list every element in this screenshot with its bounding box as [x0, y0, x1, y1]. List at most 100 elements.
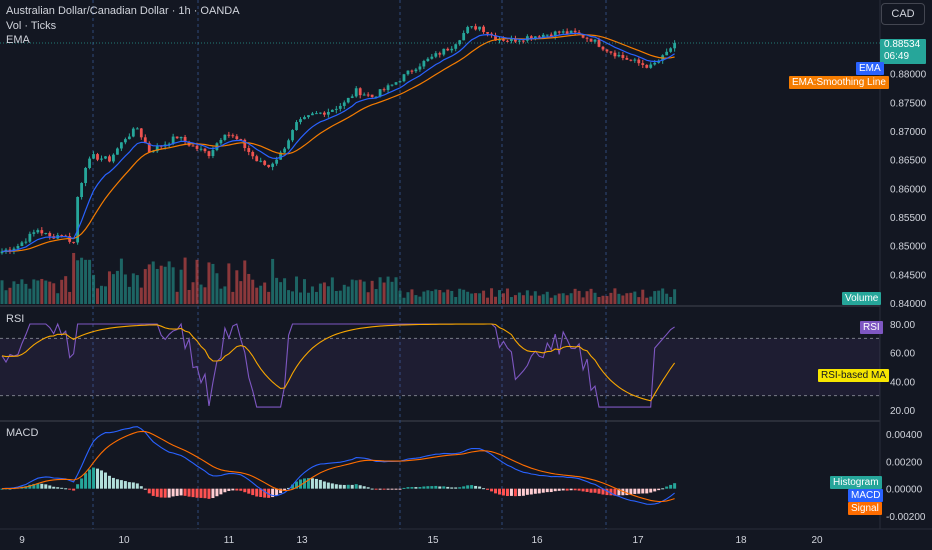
rsi-pane-title[interactable]: RSI [6, 313, 25, 325]
time-axis-label: 18 [735, 535, 747, 546]
candle-body [633, 59, 637, 61]
volume-bar [155, 268, 159, 304]
candle-body [430, 56, 434, 59]
candle-body [279, 152, 282, 160]
macd-histogram-bar [207, 488, 211, 499]
macd-histogram-bar [370, 488, 374, 490]
volume-bar [56, 293, 60, 304]
macd-axis-label: 0.00400 [886, 430, 923, 441]
volume-bar [629, 292, 633, 304]
macd-histogram-bar [32, 483, 36, 489]
candle-body [267, 164, 271, 167]
volume-bar [223, 286, 227, 304]
volume-bar [283, 278, 287, 304]
candle-body [545, 34, 549, 36]
volume-bar [490, 288, 494, 304]
candle-body [573, 30, 577, 33]
volume-bar [430, 291, 434, 304]
macd-histogram-bar [350, 484, 354, 489]
candle-body [32, 232, 36, 234]
volume-bar [557, 293, 561, 304]
volume-bar [291, 291, 295, 304]
volume-bar [4, 290, 8, 304]
volume-bar [263, 282, 267, 304]
macd-histogram-bar [183, 488, 187, 496]
macd-histogram-bar [410, 487, 414, 489]
rsi-band [0, 338, 880, 396]
candle-body [502, 39, 505, 41]
candle-body [219, 139, 223, 144]
volume-bar [426, 290, 430, 304]
candle-body [100, 158, 103, 160]
volume-bar [115, 270, 119, 304]
candle-body [402, 74, 406, 82]
candle-body [597, 39, 601, 47]
volume-bar [498, 290, 501, 304]
macd-histogram-bar [211, 488, 215, 499]
macd-histogram-bar [103, 472, 107, 489]
macd-histogram-bar [223, 488, 227, 493]
macd-histogram-bar [111, 477, 115, 489]
macd-histogram-bar [501, 488, 505, 496]
volume-bar [605, 296, 609, 304]
candle-body [330, 109, 334, 112]
ema-indicator-label[interactable]: EMA [6, 34, 30, 46]
volume-bar [32, 279, 36, 304]
candle-body [315, 113, 318, 115]
macd-histogram-bar [314, 478, 318, 489]
candle-body [645, 64, 649, 68]
candle-body [434, 53, 438, 57]
candle-body [450, 48, 454, 51]
candle-body [191, 145, 195, 147]
macd-histogram-bar [52, 486, 56, 489]
volume-bar [342, 284, 346, 304]
macd-histogram-bar [605, 488, 609, 496]
volume-bar [354, 280, 358, 304]
macd-histogram-bar [219, 488, 223, 495]
volume-bar [28, 288, 32, 304]
macd-histogram-bar [123, 481, 127, 489]
macd-histogram-bar [513, 488, 517, 497]
currency-button[interactable]: CAD [881, 3, 925, 25]
macd-histogram-bar [541, 488, 545, 493]
volume-bar [235, 270, 239, 304]
candle-body [374, 96, 378, 98]
macd-histogram-bar [525, 488, 529, 495]
macd-histogram-bar [661, 488, 665, 490]
candle-body [116, 148, 119, 155]
candle-body [48, 232, 52, 237]
macd-histogram-bar [509, 488, 513, 496]
price-axis-label: 0.87000 [890, 127, 927, 138]
volume-indicator-label[interactable]: Vol · Ticks [6, 20, 57, 32]
macd-pane-title[interactable]: MACD [6, 427, 39, 439]
price-axis-label: 0.84000 [890, 299, 927, 310]
macd-histogram-bar [557, 488, 561, 491]
volume-bar [24, 283, 28, 304]
macd-histogram-bar [247, 488, 251, 494]
volume-bar [267, 291, 271, 304]
macd-histogram-bar [251, 488, 255, 496]
candle-body [609, 51, 613, 53]
volume-bar [617, 293, 621, 304]
volume-bar [92, 274, 96, 304]
macd-histogram-bar [458, 487, 462, 489]
volume-bar [44, 280, 48, 304]
macd-histogram-bar [195, 488, 199, 498]
volume-bar [482, 290, 486, 304]
candle-body [593, 39, 597, 42]
volume-bar [139, 287, 143, 304]
macd-histogram-bar [577, 488, 581, 491]
candle-body [171, 136, 175, 144]
macd-histogram-bar [68, 488, 72, 490]
volume-bar [366, 292, 370, 304]
macd-histogram-bar [629, 488, 633, 495]
price-axis-label: 0.85000 [890, 242, 927, 253]
macd-histogram-bar [601, 488, 605, 495]
macd-histogram-bar [259, 488, 263, 498]
volume-bar [151, 261, 155, 304]
macd-histogram-bar [80, 478, 84, 489]
macd-histogram-bar [434, 485, 438, 489]
candle-body [283, 148, 286, 153]
candle-body [259, 160, 263, 162]
